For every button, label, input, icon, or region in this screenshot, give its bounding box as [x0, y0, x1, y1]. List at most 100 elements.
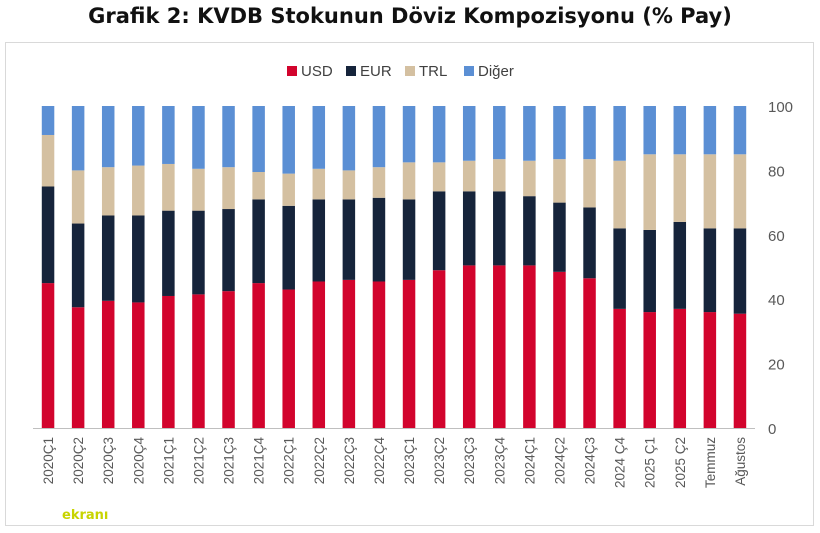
x-tick-label: 2023Ç3	[462, 437, 477, 484]
bar-eur-13	[402, 199, 416, 280]
legend-label: USD	[301, 63, 333, 80]
legend: USD EUR TRL Diğer	[287, 63, 514, 80]
bar-usd-5	[162, 295, 175, 428]
y-tick-label: 0	[768, 421, 776, 438]
bar-trl-4	[132, 165, 145, 216]
bar-eur-11	[342, 199, 356, 280]
x-tick-label: 2024Ç1	[522, 437, 537, 484]
bar-diğer-19	[583, 106, 596, 160]
bar-trl-17	[523, 160, 536, 197]
bar-trl-16	[493, 159, 506, 192]
bar-trl-3	[101, 167, 115, 216]
bar-eur-12	[372, 197, 386, 282]
x-tick-label: 2023Ç4	[492, 437, 507, 485]
legend-label: TRL	[419, 63, 447, 80]
chart-title: Grafik 2: KVDB Stokunun Döviz Kompozisyo…	[88, 4, 732, 28]
axes: 0 20 40 60 80 100 2020Ç1 2020Ç2 2020Ç3 2020Ç4 2021…	[33, 99, 793, 488]
bar-diğer-8	[252, 106, 265, 173]
bar-eur-16	[493, 191, 506, 266]
bar-trl-19	[583, 159, 596, 208]
bar-trl-12	[372, 167, 386, 198]
x-tick-label: 2024Ç3	[583, 437, 598, 484]
x-tick-label: 2022Ç3	[342, 437, 357, 484]
bar-diğer-4	[132, 106, 145, 166]
bar-eur-19	[583, 207, 596, 279]
bar-trl-10	[312, 168, 326, 200]
bar-eur-4	[132, 215, 145, 303]
chart-frame	[5, 42, 814, 526]
bar-usd-22	[673, 308, 687, 428]
bar-diğer-10	[312, 106, 326, 169]
x-tick-label: 2021Ç4	[252, 437, 267, 485]
bar-usd-10	[312, 281, 326, 428]
bar-usd-11	[342, 279, 356, 428]
bar-diğer-11	[342, 106, 356, 171]
bar-diğer-23	[703, 106, 717, 155]
bars	[41, 106, 747, 428]
bar-eur-21	[643, 229, 656, 313]
x-tick-label: 2020Ç2	[71, 437, 86, 484]
bar-eur-8	[252, 199, 265, 284]
bar-usd-24	[733, 313, 747, 428]
bar-usd-8	[252, 283, 265, 428]
bar-diğer-13	[402, 106, 416, 163]
bar-diğer-16	[493, 106, 506, 160]
legend-swatch-trl	[405, 66, 415, 76]
bar-diğer-2	[71, 106, 85, 171]
bar-diğer-6	[192, 106, 205, 169]
bar-trl-15	[462, 160, 476, 192]
x-tick-label: 2022Ç4	[372, 437, 387, 485]
x-tick-label: 2021Ç1	[161, 437, 176, 484]
bar-usd-17	[523, 265, 536, 428]
bar-trl-2	[71, 170, 85, 224]
x-tick-label: 2022Ç2	[312, 437, 327, 484]
bar-diğer-14	[432, 106, 446, 163]
x-tick-label: 2025 Ç1	[643, 437, 658, 488]
bar-eur-9	[282, 205, 295, 290]
bar-trl-14	[432, 162, 446, 192]
bar-diğer-21	[643, 106, 656, 155]
bar-diğer-12	[372, 106, 386, 168]
bar-usd-13	[402, 279, 416, 428]
bar-usd-3	[101, 300, 115, 428]
bar-trl-13	[402, 162, 416, 200]
bar-eur-3	[101, 215, 115, 301]
bar-trl-22	[673, 154, 687, 222]
bar-usd-18	[553, 271, 566, 428]
bar-usd-21	[643, 312, 656, 428]
bar-trl-23	[703, 154, 717, 229]
bar-usd-1	[41, 283, 55, 428]
bar-eur-1	[41, 186, 55, 284]
x-tick-label: 2020Ç1	[41, 437, 56, 484]
bar-trl-8	[252, 172, 265, 200]
bar-eur-18	[553, 202, 566, 272]
bar-eur-2	[71, 223, 85, 308]
bar-trl-7	[222, 167, 235, 210]
bar-usd-2	[71, 307, 85, 428]
bar-eur-20	[613, 228, 626, 309]
bar-eur-6	[192, 210, 205, 295]
bar-eur-23	[703, 228, 717, 313]
bar-diğer-1	[41, 106, 55, 135]
bar-diğer-18	[553, 106, 566, 160]
bar-trl-21	[643, 154, 656, 230]
watermark-logo: ekranı	[62, 508, 109, 523]
bar-usd-16	[493, 265, 506, 428]
legend-swatch-eur	[346, 66, 356, 76]
bar-usd-20	[613, 308, 626, 428]
x-tick-label: 2023Ç2	[432, 437, 447, 484]
bar-usd-23	[703, 312, 717, 428]
bar-diğer-15	[462, 106, 476, 161]
legend-label: Diğer	[478, 63, 514, 80]
legend-label: EUR	[360, 63, 392, 80]
bar-diğer-22	[673, 106, 687, 155]
bar-eur-10	[312, 199, 326, 282]
y-tick-label: 100	[768, 99, 793, 116]
bar-usd-14	[432, 270, 446, 428]
bar-trl-11	[342, 170, 356, 200]
bar-eur-24	[733, 228, 747, 314]
bar-eur-14	[432, 191, 446, 271]
x-tick-label: 2020Ç4	[131, 437, 146, 485]
bar-trl-9	[282, 173, 295, 206]
